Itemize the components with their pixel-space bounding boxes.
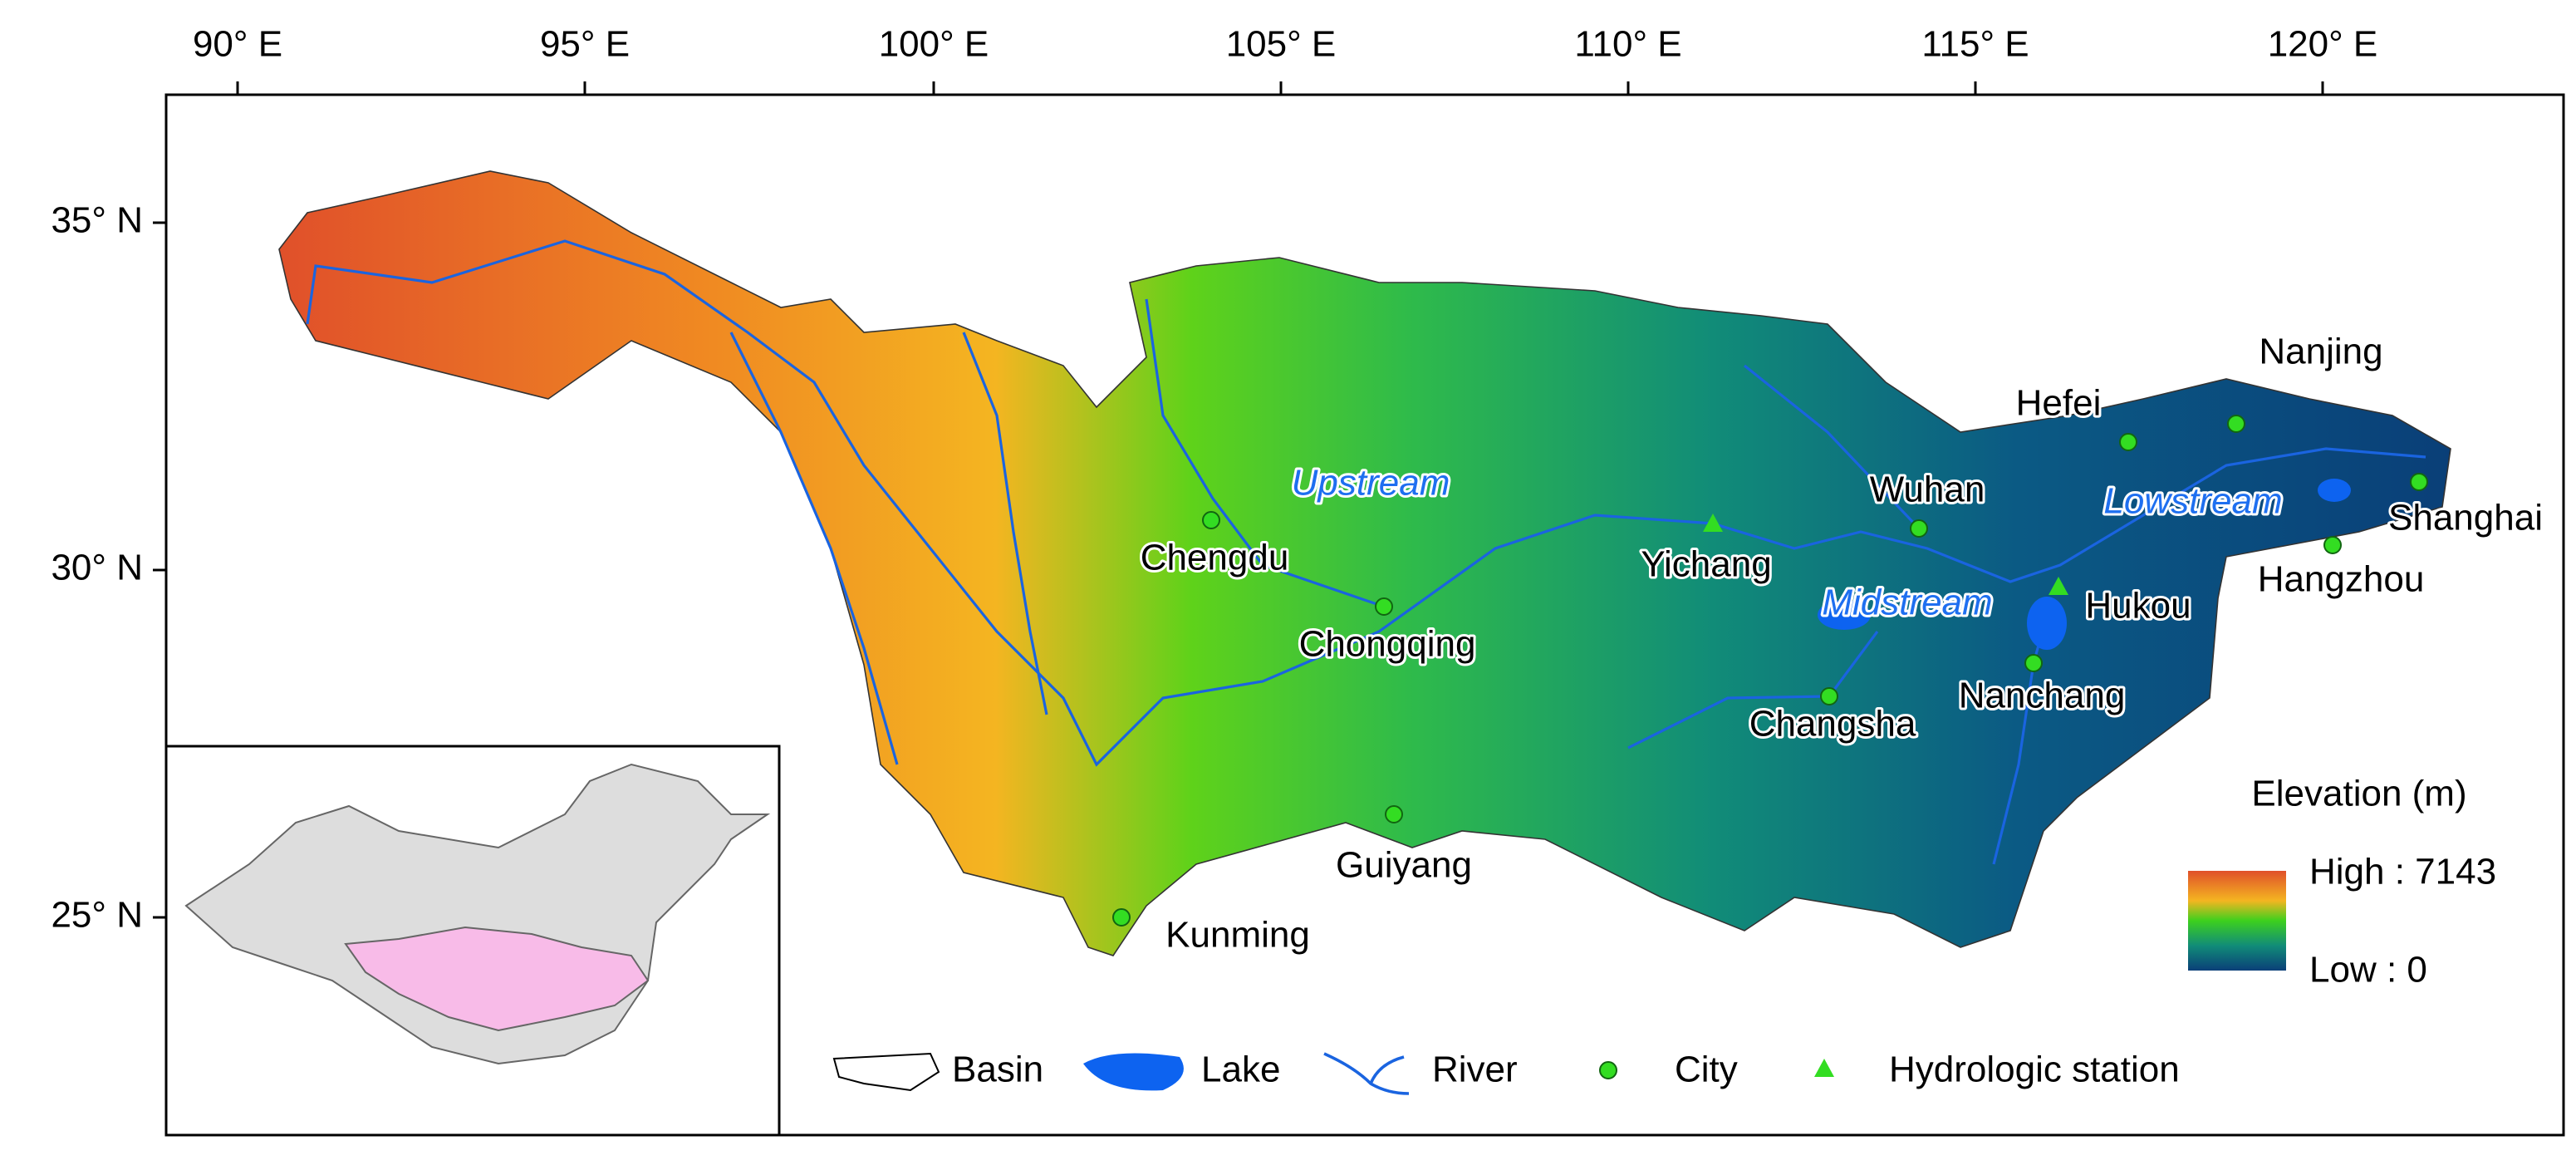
legend-lake-swatch [1083,1053,1184,1091]
elevation-high: High : 7143 [2309,852,2496,892]
river [729,332,899,765]
city-label: Hefei [2016,383,2102,424]
city-marker [1820,687,1838,705]
city-marker [1910,519,1928,538]
longitude-label: 120° E [2268,24,2378,65]
city-label: Shanghai [2388,498,2543,538]
elevation-title: Elevation (m) [2251,774,2466,814]
city-marker [2410,473,2428,491]
city-label: Chengdu [1141,538,1289,578]
river [1145,298,1385,608]
lake [1818,600,1871,630]
elevation-ramp [2188,871,2286,971]
city-marker [1202,511,1220,529]
legend-station-swatch [1814,1059,1834,1077]
river [962,332,1048,715]
city-marker [1375,597,1393,616]
city-label: Guiyang [1336,845,1472,886]
latitude-label: 35° N [51,200,143,241]
station-label: Yichang [1641,544,1771,585]
lake [2318,479,2351,502]
river [306,239,2426,767]
legend-city-swatch [1599,1061,1617,1079]
city-marker [2323,536,2342,554]
lake [2027,597,2067,650]
legend-label: Basin [952,1049,1043,1090]
city-marker [1112,908,1131,927]
legend-label: River [1432,1049,1518,1090]
legend-label: Hydrologic station [1889,1049,2180,1090]
basin [278,170,2451,956]
station-label: Hukou [2085,586,2191,627]
rivers [306,239,2426,865]
legend-label: City [1675,1049,1738,1090]
longitude-label: 115° E [1921,24,2029,65]
region-label: Midstream [1822,582,1992,623]
legend-label: Lake [1201,1049,1280,1090]
station-marker [1703,514,1723,532]
city-marker [2227,415,2245,433]
city-label: Chongqing [1299,624,1476,665]
region-label: Upstream [1292,463,1450,504]
labels: 90° E 95° E 100° E 105° E 110° E 115° E 120° E… [51,24,2545,958]
river [1744,364,1921,530]
station-marker [2049,577,2068,595]
longitude-label: 95° E [540,24,630,65]
city-label: Hangzhou [2258,559,2425,600]
longitude-label: 90° E [193,24,282,65]
lakes [1818,479,2351,650]
legend-basin-swatch [832,1052,940,1092]
city-marker [1385,805,1403,823]
inset-basin [344,926,650,1032]
city-marker [2119,433,2137,451]
longitude-label: 100° E [879,24,989,65]
city-label: Kunming [1165,915,1310,956]
legend-river-swatch [1323,1052,1410,1095]
latitude-label: 25° N [51,895,143,936]
ticks [153,81,2324,919]
elevation-low: Low : 0 [2309,950,2427,990]
river [1627,631,1879,750]
city-marker [2024,654,2043,672]
longitude-label: 105° E [1226,24,1337,65]
region-label: Lowstream [2103,481,2282,522]
city-label: Wuhan [1870,469,1985,510]
latitude-label: 30° N [51,548,143,588]
city-label: Nanchang [1959,676,2126,716]
city-label: Changsha [1749,704,1916,745]
city-label: Nanjing [2259,332,2382,372]
longitude-label: 110° E [1574,24,1681,65]
